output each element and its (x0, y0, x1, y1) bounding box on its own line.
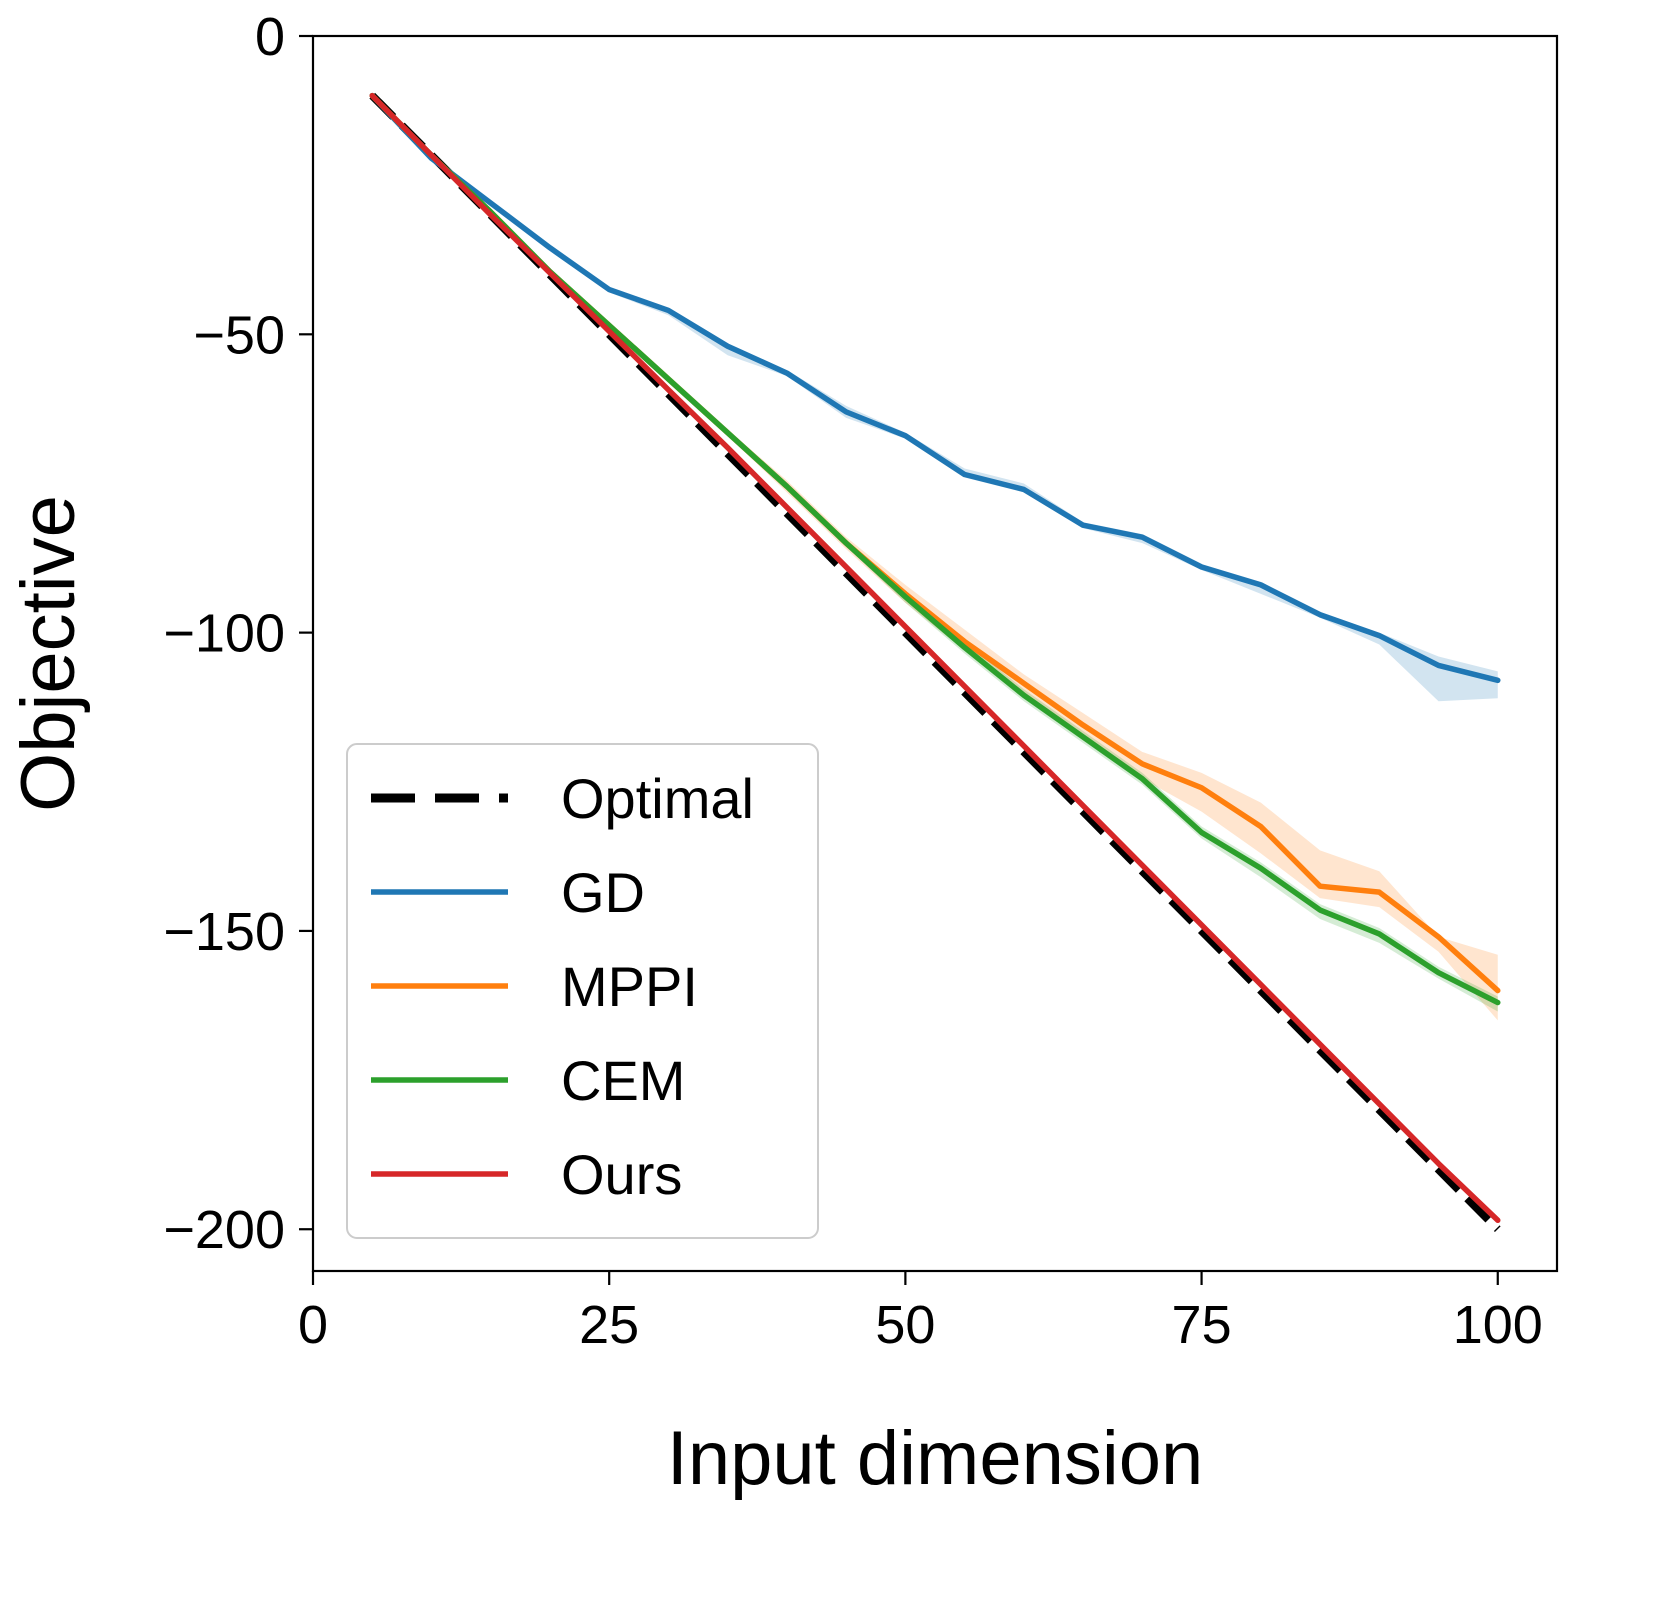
x-axis-title: Input dimension (667, 1416, 1204, 1501)
legend-label-gd: GD (561, 861, 645, 924)
series-line-ours (369, 92, 1501, 1224)
y-tick-label: −50 (193, 305, 285, 365)
legend-label-optimal: Optimal (561, 767, 754, 830)
x-tick-label: 75 (1172, 1295, 1232, 1355)
x-tick-label: 0 (298, 1295, 328, 1355)
y-tick-label: 0 (255, 7, 285, 67)
x-tick-label: 25 (579, 1295, 639, 1355)
y-tick-label: −200 (163, 1200, 285, 1260)
plot-frame (311, 34, 1559, 1273)
series-line-gd (369, 92, 1501, 684)
x-tick-label: 50 (875, 1295, 935, 1355)
legend: Optimal GD MPPI CEM Ours (346, 743, 819, 1239)
x-axis: 0 25 50 75 100 (298, 1271, 1543, 1355)
y-axis: 0 −50 −100 −150 −200 (163, 7, 313, 1260)
band-mppi (372, 95, 1498, 1021)
y-tick-label: −150 (163, 902, 285, 962)
series-lines (369, 92, 1501, 1233)
legend-label-cem: CEM (561, 1049, 685, 1112)
legend-label-ours: Ours (561, 1143, 682, 1206)
x-tick-label: 100 (1453, 1295, 1543, 1355)
legend-label-mppi: MPPI (561, 955, 698, 1018)
y-tick-label: −100 (163, 604, 285, 664)
y-axis-title: Objective (6, 495, 91, 812)
legend-box (346, 743, 819, 1239)
